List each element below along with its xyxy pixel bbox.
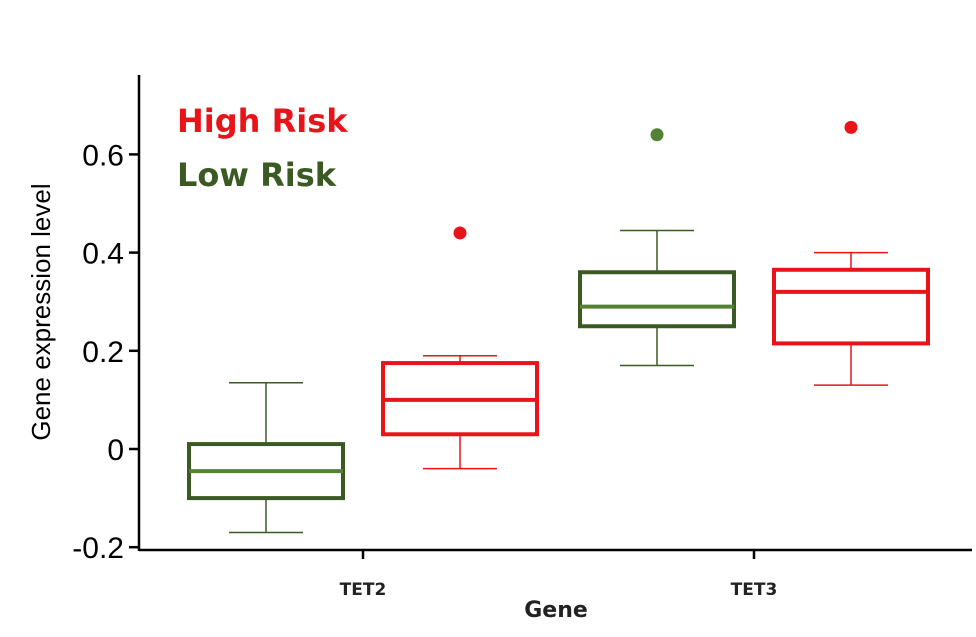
legend-entry: Low Risk — [177, 156, 337, 194]
x-ticks: TET2 TET3 — [340, 550, 778, 600]
box-high-risk-tet2 — [381, 226, 539, 470]
box-low-risk-tet3 — [578, 128, 736, 367]
iqr-box — [772, 267, 930, 346]
outlier-point — [453, 226, 467, 240]
box-low-risk-tet2 — [187, 381, 345, 534]
legend: High Risk Low Risk — [177, 102, 348, 194]
x-tick-label: TET3 — [731, 580, 778, 600]
plot-area — [187, 120, 930, 534]
y-axis-label: Gene expression level — [26, 183, 56, 440]
y-tick-label: 0.2 — [82, 336, 124, 369]
y-tick-label: 0 — [107, 434, 124, 467]
y-tick-label: -0.2 — [72, 532, 124, 565]
y-tick-label: 0.6 — [82, 139, 124, 172]
x-axis-label: Gene — [524, 598, 588, 623]
legend-entry: High Risk — [177, 102, 348, 140]
x-tick-label: TET2 — [340, 580, 387, 600]
outlier-point — [844, 120, 858, 134]
y-tick-label: 0.4 — [82, 238, 124, 271]
box-high-risk-tet3 — [772, 120, 930, 386]
y-ticks: -0.2 0 0.2 0.4 0.6 — [72, 139, 139, 565]
iqr-box — [578, 270, 736, 329]
outlier-point — [650, 128, 664, 142]
